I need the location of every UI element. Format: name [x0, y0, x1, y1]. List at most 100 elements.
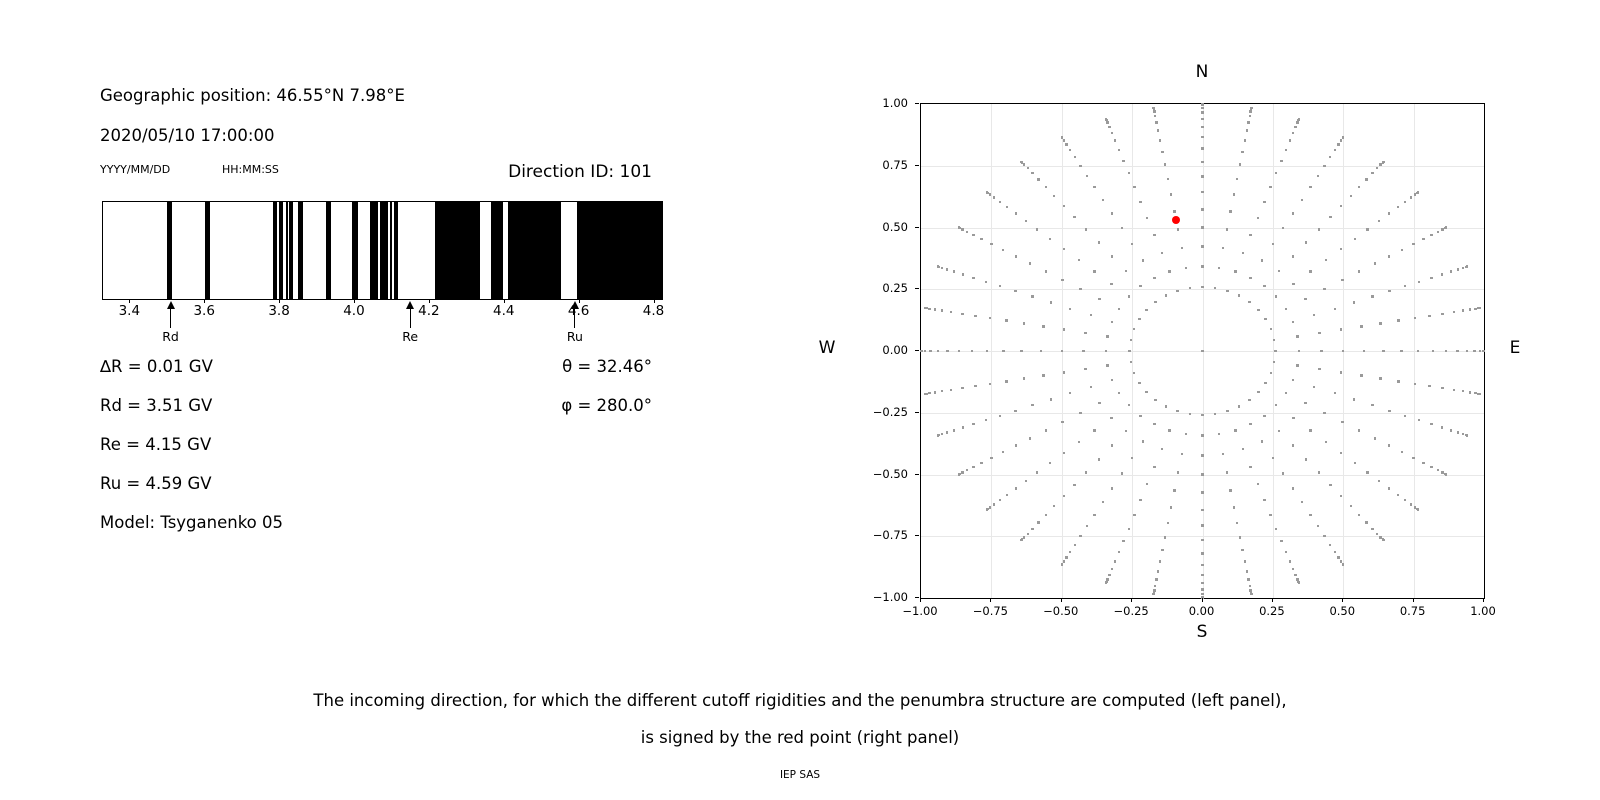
grid-dot: [1284, 148, 1288, 152]
grid-dot: [961, 471, 964, 474]
credit-text: IEP SAS: [779, 769, 821, 781]
grid-line-horizontal: [921, 165, 1484, 167]
grid-dot: [1079, 288, 1082, 291]
grid-dot: [1339, 328, 1343, 331]
grid-dot: [1014, 444, 1017, 447]
grid-dot: [988, 382, 992, 386]
grid-dot: [1241, 251, 1245, 255]
grid-dot: [1062, 328, 1066, 331]
grid-dot: [1417, 280, 1421, 283]
grid-dot: [1342, 349, 1345, 353]
grid-dot: [1086, 174, 1089, 177]
grid-dot: [1388, 444, 1391, 447]
grid-dot: [1049, 301, 1052, 304]
grid-dot: [961, 426, 964, 429]
grid-dot: [1324, 258, 1328, 262]
grid-dot: [1473, 349, 1476, 353]
grid-dot: [1282, 227, 1285, 230]
grid-dot: [1226, 409, 1229, 413]
grid-dot: [1409, 196, 1412, 199]
grid-dot: [1445, 349, 1448, 353]
grid-dot: [1469, 391, 1472, 394]
grid-dot: [1297, 581, 1300, 585]
grid-dot: [1422, 461, 1425, 465]
grid-dot: [1309, 270, 1312, 273]
grid-dot: [1309, 429, 1312, 432]
grid-dot: [1360, 325, 1363, 328]
grid-dot: [1201, 563, 1204, 567]
grid-dot: [1124, 269, 1128, 273]
grid-dot: [961, 312, 964, 316]
grid-dot: [1164, 405, 1168, 408]
grid-dot: [1237, 294, 1241, 297]
grid-dot: [1001, 450, 1004, 454]
x-axis-tick: [279, 299, 281, 303]
grid-dot: [1339, 204, 1343, 208]
grid-dot: [950, 388, 953, 392]
grid-dot: [1271, 456, 1275, 460]
arrow-head-icon: [570, 301, 579, 309]
grid-dot: [1342, 135, 1345, 139]
grid-dot: [1122, 159, 1125, 163]
grid-dot: [1110, 487, 1114, 490]
grid-dot: [1237, 405, 1241, 408]
grid-dot: [1201, 581, 1204, 585]
grid-dot: [936, 265, 940, 268]
grid-dot: [1269, 513, 1272, 517]
grid-dot: [972, 465, 975, 469]
grid-dot: [945, 268, 949, 271]
grid-dot: [1291, 444, 1295, 447]
grid-dot: [1245, 570, 1248, 573]
grid-dot: [1048, 462, 1052, 465]
grid-dot: [1243, 139, 1247, 142]
grid-dot: [1079, 164, 1082, 167]
grid-dot: [1201, 265, 1204, 268]
grid-dot: [1317, 228, 1320, 231]
grid-dot: [1309, 513, 1312, 517]
grid-dot: [985, 508, 989, 511]
caption-line-2: is signed by the red point (right panel): [640, 728, 960, 747]
grid-dot: [1089, 314, 1092, 317]
grid-dot: [1365, 178, 1368, 181]
y-axis-tick: [915, 226, 919, 228]
grid-dot: [1110, 320, 1114, 324]
grid-dot: [1292, 282, 1295, 286]
grid-dot: [1412, 456, 1415, 460]
grid-dot: [952, 270, 956, 273]
x-axis-tick: [503, 299, 505, 303]
grid-dot: [1300, 501, 1304, 504]
grid-dot: [1161, 150, 1164, 153]
grid-dot: [1273, 360, 1276, 364]
grid-dot: [1225, 228, 1229, 231]
grid-dot: [1296, 335, 1299, 338]
grid-dot: [1371, 295, 1374, 298]
grid-dot: [1039, 349, 1043, 353]
cutoff-marker-arrow: [406, 301, 415, 328]
grid-dot: [1243, 560, 1247, 563]
grid-dot: [1248, 584, 1251, 588]
param-delta-r: ∆R = 0.01 GV: [100, 357, 213, 376]
grid-dot: [1291, 487, 1295, 490]
grid-dot: [1129, 360, 1132, 364]
grid-dot: [972, 276, 975, 280]
grid-dot: [1031, 171, 1034, 175]
grid-dot: [1132, 327, 1136, 331]
grid-dot: [1042, 325, 1045, 328]
penumbra-band: [380, 202, 389, 299]
grid-dot: [961, 228, 964, 231]
grid-dot: [1188, 286, 1192, 290]
grid-dot: [1031, 295, 1034, 298]
grid-line-horizontal: [921, 412, 1484, 414]
grid-dot: [1452, 310, 1455, 314]
grid-dot: [945, 431, 949, 434]
grid-dot: [1020, 160, 1023, 163]
x-axis-tick: [1131, 598, 1133, 602]
grid-dot: [1417, 419, 1421, 422]
grid-dot: [1339, 494, 1343, 498]
grid-dot: [1263, 200, 1266, 203]
grid-dot: [1353, 301, 1356, 304]
grid-dot: [1093, 270, 1096, 273]
grid-dot: [1201, 434, 1204, 437]
grid-dot: [1416, 191, 1420, 194]
grid-dot: [1318, 331, 1321, 335]
